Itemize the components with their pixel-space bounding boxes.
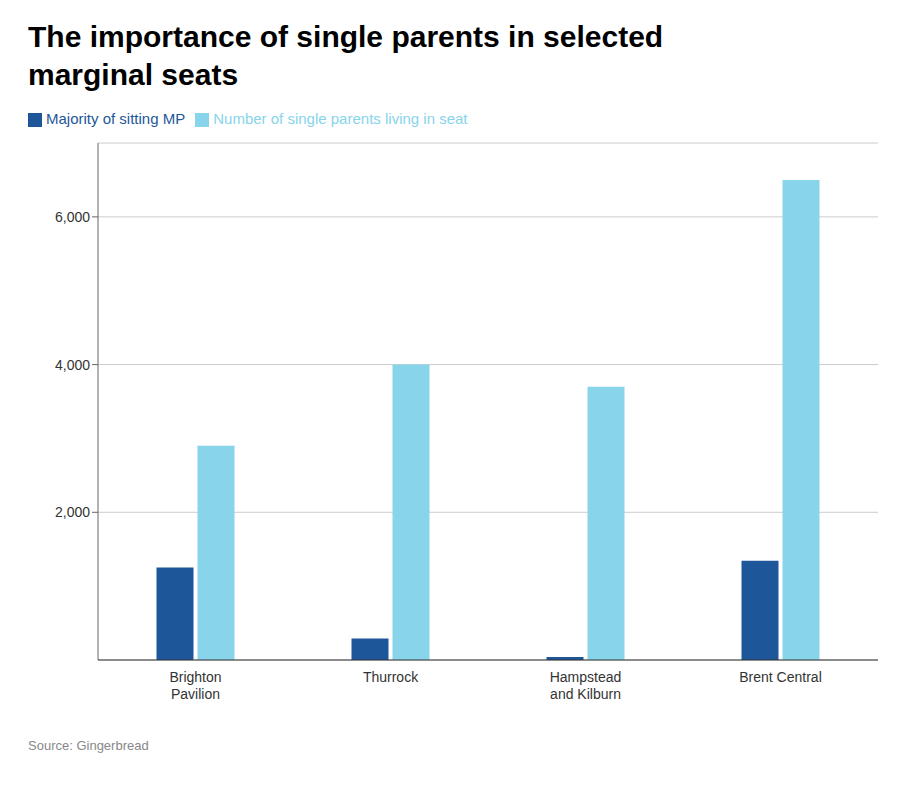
html-text:Number of single parents livin: Number of single parents living in seat <box>213 110 468 127</box>
svg-text:2,000: 2,000 <box>55 504 90 520</box>
html-text:Majority of sitting MP: Majority of sitting MP <box>46 110 186 127</box>
svg-text:Brent Central: Brent Central <box>739 669 821 685</box>
html-text:The importance of single paren: The importance of single parents in sele… <box>28 20 664 53</box>
svg-text:6,000: 6,000 <box>55 209 90 225</box>
svg-text:4,000: 4,000 <box>55 357 90 373</box>
html-text:Source: Gingerbread: Source: Gingerbread <box>28 738 149 753</box>
svg-text:Thurrock: Thurrock <box>363 669 419 685</box>
svg-text:Hampsteadand Kilburn: Hampsteadand Kilburn <box>550 669 622 702</box>
html-text:marginal seats: marginal seats <box>28 58 239 91</box>
svg-text:BrightonPavilion: BrightonPavilion <box>169 669 221 702</box>
